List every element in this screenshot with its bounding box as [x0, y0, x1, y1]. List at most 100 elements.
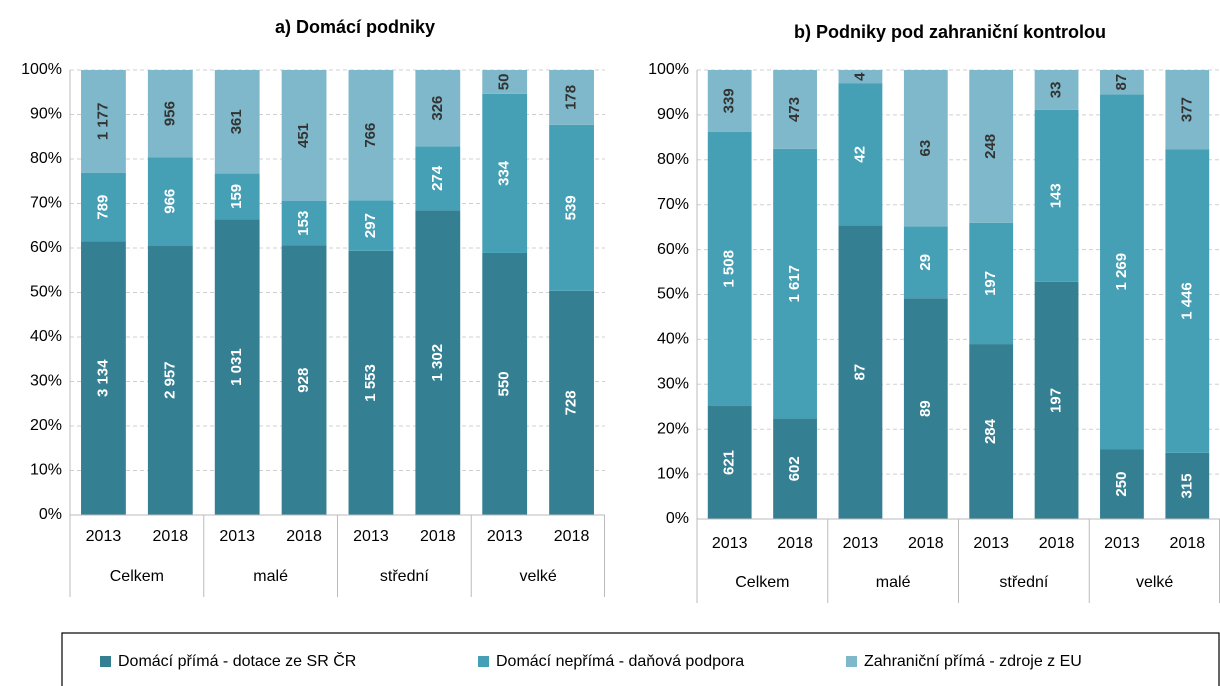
x-tick-label: 2018 — [420, 528, 456, 545]
group-label: Celkem — [735, 574, 789, 591]
bar-segment — [549, 70, 594, 125]
bar-segment — [147, 245, 193, 515]
value-label: 1 269 — [1113, 253, 1130, 291]
bar-segment — [1100, 94, 1144, 450]
value-label: 4 — [851, 72, 868, 81]
value-label: 284 — [982, 418, 999, 444]
group-label: velké — [1136, 574, 1173, 591]
bar-segment — [1165, 452, 1210, 519]
y-tick-label: 60% — [30, 239, 62, 256]
legend-swatch — [846, 656, 857, 667]
y-tick-label: 50% — [657, 286, 689, 303]
value-label: 377 — [1178, 97, 1195, 122]
bar-segment — [415, 210, 461, 516]
y-tick-label: 0% — [39, 506, 62, 523]
y-tick-label: 10% — [30, 462, 62, 479]
x-tick-label: 2013 — [1104, 535, 1140, 552]
bar-segment — [482, 70, 528, 94]
value-label: 3 134 — [94, 359, 111, 397]
bar-segment — [1100, 449, 1144, 519]
legend-box — [61, 632, 1220, 686]
value-label: 766 — [362, 123, 379, 148]
y-tick-label: 30% — [30, 373, 62, 390]
x-tick-label: 2018 — [554, 528, 590, 545]
bar-segment — [773, 148, 817, 419]
bar-segment — [969, 344, 1014, 519]
group-label: Celkem — [110, 568, 164, 585]
y-tick-label: 100% — [21, 61, 62, 78]
legend-swatch — [478, 656, 489, 667]
bar-segment — [969, 70, 1014, 223]
y-tick-label: 70% — [30, 195, 62, 212]
group-label: malé — [876, 574, 911, 591]
x-tick-label: 2018 — [153, 528, 189, 545]
value-label: 89 — [917, 400, 934, 417]
x-tick-label: 2018 — [286, 528, 322, 545]
value-label: 250 — [1113, 472, 1130, 497]
value-label: 334 — [496, 160, 513, 186]
value-label: 87 — [1113, 74, 1130, 91]
y-tick-label: 20% — [657, 420, 689, 437]
value-label: 789 — [94, 195, 111, 220]
x-tick-label: 2018 — [777, 535, 813, 552]
x-tick-label: 2013 — [712, 535, 748, 552]
value-label: 1 031 — [228, 348, 245, 386]
value-label: 297 — [362, 213, 379, 238]
bar-segment — [903, 298, 948, 519]
value-label: 29 — [917, 254, 934, 271]
x-tick-label: 2018 — [1039, 535, 1075, 552]
x-tick-label: 2013 — [353, 528, 389, 545]
value-label: 274 — [429, 165, 446, 191]
y-tick-label: 40% — [30, 328, 62, 345]
bar-segment — [707, 70, 752, 132]
bar-segment — [214, 219, 260, 515]
x-tick-label: 2013 — [219, 528, 255, 545]
bar-segment — [214, 70, 260, 174]
value-label: 602 — [786, 456, 803, 481]
y-tick-label: 70% — [657, 196, 689, 213]
value-label: 42 — [851, 146, 868, 163]
y-tick-label: 60% — [657, 241, 689, 258]
value-label: 33 — [1048, 82, 1065, 99]
y-tick-label: 40% — [657, 331, 689, 348]
value-label: 1 302 — [429, 344, 446, 382]
group-label: malé — [253, 568, 288, 585]
legend-label: Domácí nepřímá - daňová podpora — [496, 653, 744, 670]
chart-title: b) Podniky pod zahraniční kontrolou — [794, 22, 1106, 42]
group-label: velké — [519, 568, 556, 585]
value-label: 197 — [1048, 388, 1065, 413]
bar-segment — [1165, 70, 1210, 150]
value-label: 178 — [563, 85, 580, 110]
chart-title: a) Domácí podniky — [275, 17, 435, 37]
bar-segment — [1034, 281, 1079, 519]
value-label: 1 446 — [1178, 282, 1195, 320]
bar-segment — [707, 406, 752, 519]
bar-segment — [707, 131, 752, 407]
value-label: 1 177 — [94, 103, 111, 141]
value-label: 966 — [161, 189, 178, 214]
bar-segment — [147, 70, 193, 158]
value-label: 153 — [295, 211, 312, 236]
group-label: střední — [999, 574, 1048, 591]
bar-segment — [903, 226, 948, 299]
value-label: 197 — [982, 271, 999, 296]
value-label: 550 — [496, 371, 513, 396]
bar-segment — [903, 70, 948, 227]
group-label: střední — [380, 568, 429, 585]
x-tick-label: 2018 — [908, 535, 944, 552]
value-label: 326 — [429, 96, 446, 121]
value-label: 315 — [1178, 473, 1195, 498]
bar-segment — [773, 418, 817, 519]
y-tick-label: 0% — [666, 510, 689, 527]
bar-segment — [838, 83, 883, 226]
bar-segment — [773, 70, 817, 149]
bar-segment — [1034, 109, 1079, 282]
value-label: 728 — [563, 390, 580, 415]
y-tick-label: 90% — [657, 106, 689, 123]
value-label: 539 — [563, 195, 580, 220]
value-label: 361 — [228, 109, 245, 134]
x-tick-label: 2018 — [1170, 535, 1206, 552]
y-tick-label: 80% — [30, 150, 62, 167]
legend-label: Domácí přímá - dotace ze SR ČR — [118, 651, 356, 670]
